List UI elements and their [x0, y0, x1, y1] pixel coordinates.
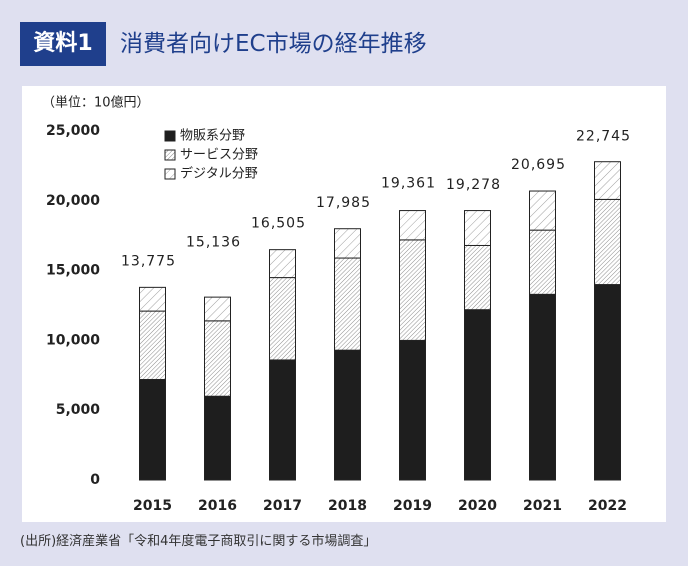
- bar-segment: [334, 257, 361, 351]
- bar-segment: [464, 210, 491, 246]
- bar-segment: [464, 309, 491, 481]
- legend-swatch: [164, 149, 176, 161]
- legend-label: 物販系分野: [180, 129, 245, 144]
- x-tick-label: 2017: [263, 498, 302, 514]
- total-label: 13,775: [121, 254, 176, 270]
- bar-segment: [139, 378, 166, 481]
- total-label: 22,745: [576, 128, 631, 144]
- total-label: 19,278: [446, 177, 501, 193]
- bar-segment: [269, 359, 296, 481]
- y-tick-label: 0: [90, 472, 100, 488]
- title: 消費者向けEC市場の経年推移: [120, 31, 427, 57]
- bar-segment: [334, 349, 361, 481]
- bar-segment: [269, 277, 296, 361]
- bar-segment: [399, 339, 426, 481]
- y-tick-label: 25,000: [46, 123, 100, 139]
- unit-label: （単位：10億円）: [42, 95, 150, 111]
- bar-segment: [334, 228, 361, 259]
- bar-segment: [399, 210, 426, 241]
- bar-segment: [399, 239, 426, 341]
- bar-segment: [529, 190, 556, 231]
- bar-segment: [594, 161, 621, 200]
- legend-label: サービス分野: [180, 148, 258, 163]
- bar-segment: [204, 320, 231, 397]
- x-tick-label: 2021: [523, 498, 562, 514]
- x-tick-label: 2015: [133, 498, 172, 514]
- bar-segment: [529, 293, 556, 481]
- bar-segment: [594, 284, 621, 481]
- badge: 資料1: [20, 22, 106, 66]
- bar-segment: [139, 310, 166, 380]
- source: (出所)経済産業省「令和4年度電子商取引に関する市場調査」: [20, 534, 377, 549]
- legend-swatch: [164, 130, 176, 142]
- x-tick-label: 2019: [393, 498, 432, 514]
- y-tick-label: 10,000: [46, 332, 100, 348]
- bar-segment: [204, 296, 231, 322]
- total-label: 19,361: [381, 176, 436, 192]
- legend-label: デジタル分野: [180, 166, 258, 182]
- total-label: 15,136: [186, 235, 241, 251]
- x-tick-label: 2022: [588, 498, 627, 514]
- bar-segment: [139, 286, 166, 312]
- bar-segment: [464, 244, 491, 311]
- total-label: 16,505: [251, 216, 306, 232]
- bar-segment: [269, 249, 296, 279]
- x-tick-label: 2020: [458, 498, 497, 514]
- y-tick-label: 15,000: [46, 263, 100, 279]
- bar-segment: [204, 395, 231, 481]
- x-tick-label: 2018: [328, 498, 367, 514]
- y-tick-label: 20,000: [46, 193, 100, 209]
- total-label: 17,985: [316, 195, 371, 211]
- bar-segment: [529, 229, 556, 295]
- legend-swatch: [164, 168, 176, 180]
- x-tick-label: 2016: [198, 498, 237, 514]
- y-tick-label: 5,000: [56, 402, 101, 418]
- total-label: 20,695: [511, 157, 566, 173]
- bar-segment: [594, 198, 621, 286]
